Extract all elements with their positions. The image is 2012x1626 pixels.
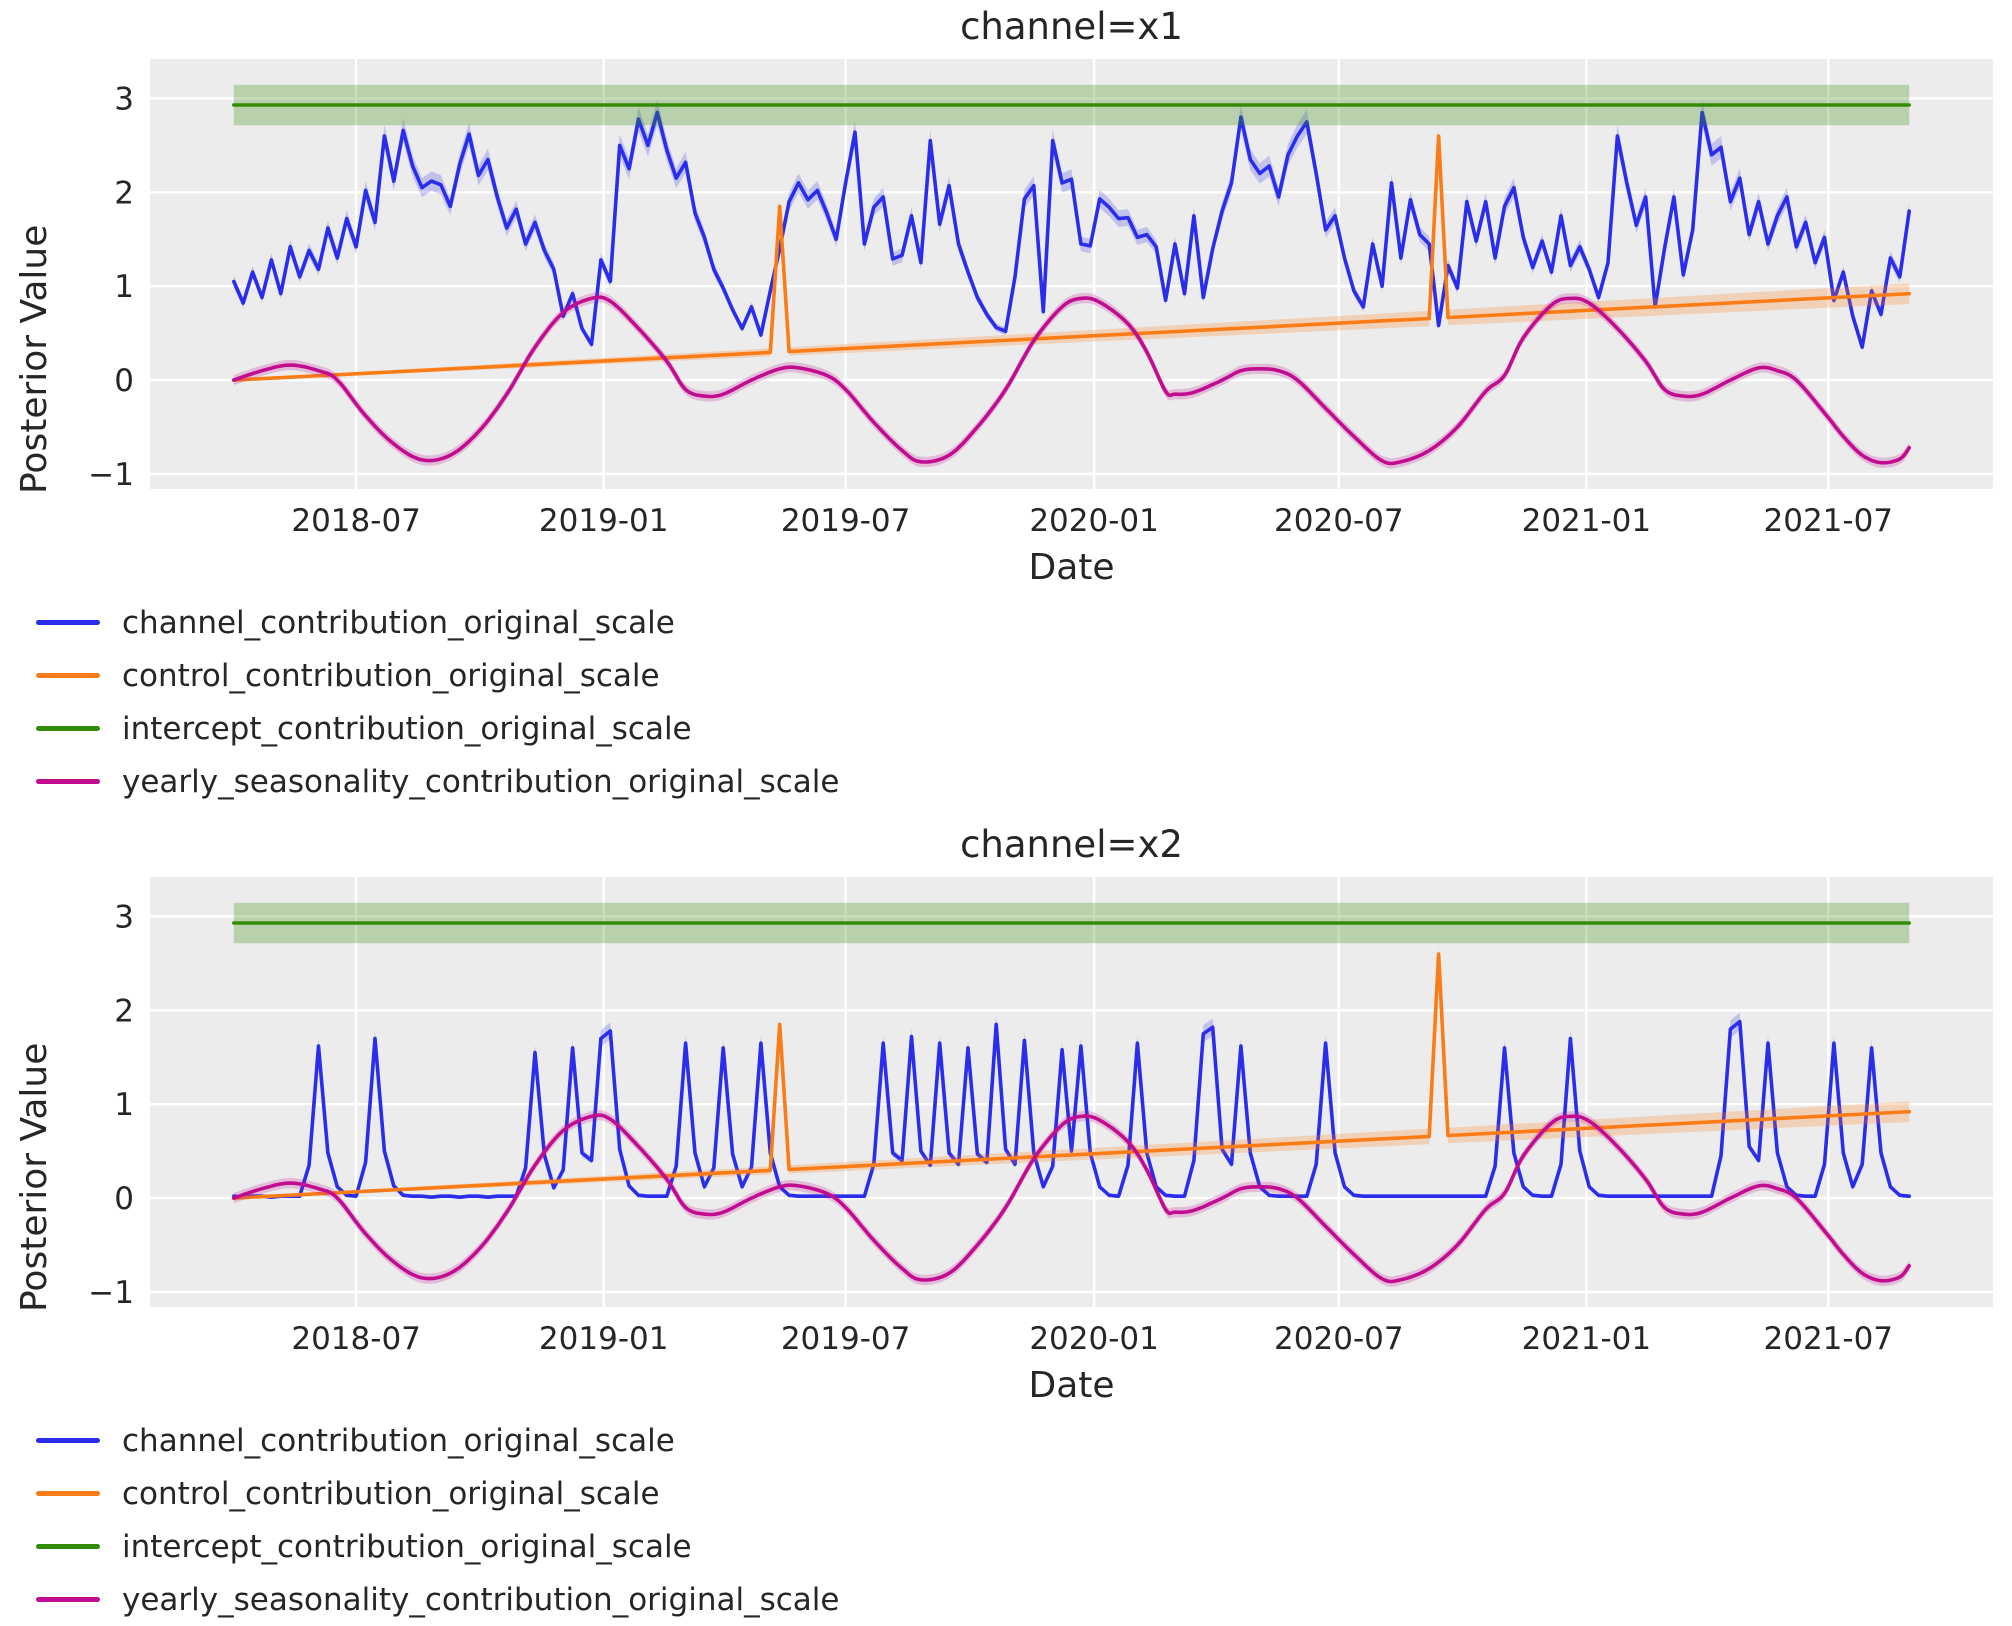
chart-panel-x2: channel=x2 Posterior Value −1 0 1 2 3 2018-07… [0,818,2012,1626]
legend-line-swatch [36,726,100,731]
svg-text:1: 1 [114,269,134,305]
plot-canvas-x1: −1 0 1 2 3 2018-07 2019-01 2019-07 2020-01 2020-0… [88,59,1993,539]
svg-text:2021-07: 2021-07 [1764,503,1894,539]
grid [150,59,1993,489]
series-channel_contribution_original_scale [232,99,1911,351]
axes-background [150,877,1993,1307]
svg-text:2021-01: 2021-01 [1522,503,1652,539]
legend-label: channel_contribution_original_scale [122,604,675,641]
x-axis-label: Date [1028,547,1115,588]
series-intercept_contribution_original_scale [232,84,1911,126]
legend-item: control_contribution_original_scale [36,649,2012,702]
legend-label: intercept_contribution_original_scale [122,1528,692,1565]
legend-line-swatch [36,1544,100,1549]
svg-text:0: 0 [114,363,134,399]
y-axis-label: Posterior Value [14,1042,55,1312]
svg-text:2018-07: 2018-07 [291,1321,421,1357]
svg-text:2: 2 [114,993,134,1029]
svg-text:2020-01: 2020-01 [1029,1321,1159,1357]
panel-title-x1: channel=x1 [960,5,1183,48]
series-channel_contribution_original_scale [232,1012,1911,1200]
svg-text:0: 0 [114,1181,134,1217]
svg-text:3: 3 [114,81,134,117]
svg-text:2019-07: 2019-07 [781,1321,911,1357]
plot-area-wrapper-x1: Posterior Value −1 0 1 2 3 2018-07 2019-01 2019… [0,54,2012,546]
svg-text:2019-01: 2019-01 [539,503,669,539]
svg-text:2: 2 [114,175,134,211]
svg-text:3: 3 [114,899,134,935]
legend-label: control_contribution_original_scale [122,657,660,694]
series-control_contribution_original_scale [232,128,1911,382]
legend-line-swatch [36,1438,100,1443]
legend-item: yearly_seasonality_contribution_original… [36,1573,2012,1626]
legend-line-swatch [36,1597,100,1602]
legend-item: yearly_seasonality_contribution_original… [36,755,2012,808]
legend-line-swatch [36,779,100,784]
tick-labels: −1 0 1 2 3 2018-07 2019-01 2019-07 2020-01 2020-0… [88,81,1893,539]
legend-label: intercept_contribution_original_scale [122,710,692,747]
svg-text:2020-07: 2020-07 [1274,503,1404,539]
legend-item: control_contribution_original_scale [36,1467,2012,1520]
svg-text:2019-07: 2019-07 [781,503,911,539]
legend-label: yearly_seasonality_contribution_original… [122,1581,840,1618]
legend-line-swatch [36,620,100,625]
svg-text:−1: −1 [88,457,134,493]
legend-label: channel_contribution_original_scale [122,1422,675,1459]
legend-line-swatch [36,1491,100,1496]
legend-line-swatch [36,673,100,678]
plot-area-wrapper-x2: Posterior Value −1 0 1 2 3 2018-07 2019-01 2019… [0,872,2012,1364]
legend-item: intercept_contribution_original_scale [36,702,2012,755]
svg-text:1: 1 [114,1087,134,1123]
series-yearly_seasonality_contribution_original_scale [232,292,1911,469]
legend-item: intercept_contribution_original_scale [36,1520,2012,1573]
series-yearly_seasonality_contribution_original_scale [232,1110,1911,1287]
panel-title-x2: channel=x2 [960,823,1183,866]
svg-text:2020-07: 2020-07 [1274,1321,1404,1357]
chart-panel-x1: channel=x1 Posterior Value −1 0 1 2 3 2018-07… [0,0,2012,808]
plot-canvas-x2: −1 0 1 2 3 2018-07 2019-01 2019-07 2020-01 2020-0… [88,877,1993,1357]
legend-label: yearly_seasonality_contribution_original… [122,763,840,800]
legend-item: channel_contribution_original_scale [36,1414,2012,1467]
svg-text:2021-07: 2021-07 [1764,1321,1894,1357]
legend-label: control_contribution_original_scale [122,1475,660,1512]
svg-text:2020-01: 2020-01 [1029,503,1159,539]
svg-text:2019-01: 2019-01 [539,1321,669,1357]
svg-text:−1: −1 [88,1275,134,1311]
legend-x2: channel_contribution_original_scale cont… [36,1414,2012,1626]
svg-text:2018-07: 2018-07 [291,503,421,539]
axes-background [150,59,1993,489]
legend-x1: channel_contribution_original_scale cont… [36,596,2012,808]
series-control_contribution_original_scale [232,946,1911,1200]
series-intercept_contribution_original_scale [232,902,1911,944]
tick-labels: −1 0 1 2 3 2018-07 2019-01 2019-07 2020-01 2020-0… [88,899,1893,1357]
svg-text:2021-01: 2021-01 [1522,1321,1652,1357]
y-axis-label: Posterior Value [14,224,55,494]
x-axis-label: Date [1028,1365,1115,1406]
legend-item: channel_contribution_original_scale [36,596,2012,649]
